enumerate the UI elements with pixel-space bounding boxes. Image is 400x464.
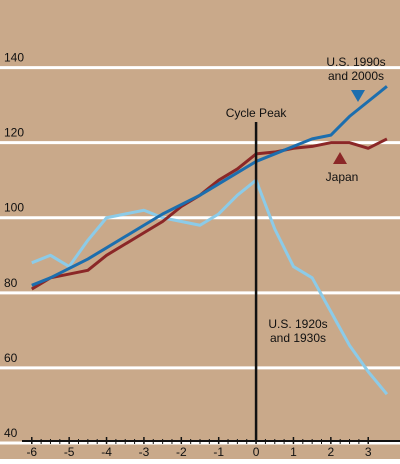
series-label: U.S. 1990s — [326, 55, 385, 69]
y-tick-label: 80 — [4, 276, 18, 290]
x-tick-label: 0 — [253, 445, 260, 459]
legend-marker — [351, 90, 365, 102]
annotation: Cycle Peak — [226, 106, 288, 120]
x-tick-label: 1 — [290, 445, 297, 459]
x-tick-label: -5 — [64, 445, 75, 459]
x-tick-label: 3 — [365, 445, 372, 459]
y-tick-label: 100 — [4, 201, 24, 215]
x-tick-label: -6 — [26, 445, 37, 459]
legend-marker — [333, 152, 347, 164]
x-tick-label: 2 — [327, 445, 334, 459]
series-line — [31, 85, 388, 287]
y-tick-label: 40 — [4, 426, 18, 440]
x-tick-label: -2 — [176, 445, 187, 459]
series-label: and 1930s — [270, 331, 326, 345]
x-tick-label: -3 — [139, 445, 150, 459]
series-label: U.S. 1920s — [268, 317, 327, 331]
series-line — [31, 178, 389, 396]
y-tick-label: 140 — [4, 51, 24, 65]
series-label: Japan — [326, 170, 359, 184]
x-tick-label: -1 — [213, 445, 224, 459]
series-label: and 2000s — [328, 69, 384, 83]
y-tick-label: 120 — [4, 126, 24, 140]
y-tick-label: 60 — [4, 351, 18, 365]
x-tick-label: -4 — [101, 445, 112, 459]
series-line — [31, 137, 388, 291]
